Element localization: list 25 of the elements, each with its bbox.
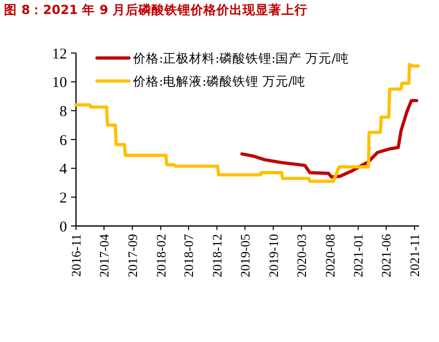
legend-label: 价格:电解液:磷酸铁锂 万元/吨 bbox=[132, 73, 306, 88]
y-tick-label: 0 bbox=[60, 219, 67, 236]
y-tick-label: 4 bbox=[60, 162, 68, 178]
x-tick-label: 2018-02 bbox=[153, 234, 168, 278]
x-tick-label: 2021-11 bbox=[407, 234, 422, 277]
y-tick-label: 6 bbox=[60, 132, 68, 149]
x-tick-label: 2021-06 bbox=[378, 234, 394, 278]
legend-label: 价格:正极材料:磷酸铁锂:国产 万元/吨 bbox=[132, 50, 349, 66]
x-tick-label: 2020-08 bbox=[322, 234, 338, 278]
x-tick-label: 2017-09 bbox=[124, 234, 140, 278]
line-series bbox=[74, 62, 420, 183]
y-tick-label: 12 bbox=[52, 46, 67, 62]
x-tick-label: 2016-11 bbox=[68, 234, 84, 277]
x-tick-label: 2019-10 bbox=[266, 234, 281, 278]
y-tick-label: 2 bbox=[60, 190, 67, 206]
y-tick-label: 10 bbox=[52, 75, 67, 92]
x-tick-label: 2018-07 bbox=[181, 234, 196, 278]
x-tick-label: 2021-01 bbox=[350, 234, 366, 278]
line-series bbox=[240, 98, 418, 179]
x-tick-label: 2020-03 bbox=[294, 234, 310, 278]
x-tick-label: 2019-05 bbox=[237, 234, 252, 278]
x-tick-label: 2017-04 bbox=[96, 234, 112, 278]
x-tick-label: 2018-12 bbox=[209, 234, 224, 278]
chart-title: 图 8：2021 年 9 月后磷酸铁锂价格价出现显著上行 bbox=[4, 2, 308, 17]
y-tick-label: 8 bbox=[60, 104, 67, 120]
